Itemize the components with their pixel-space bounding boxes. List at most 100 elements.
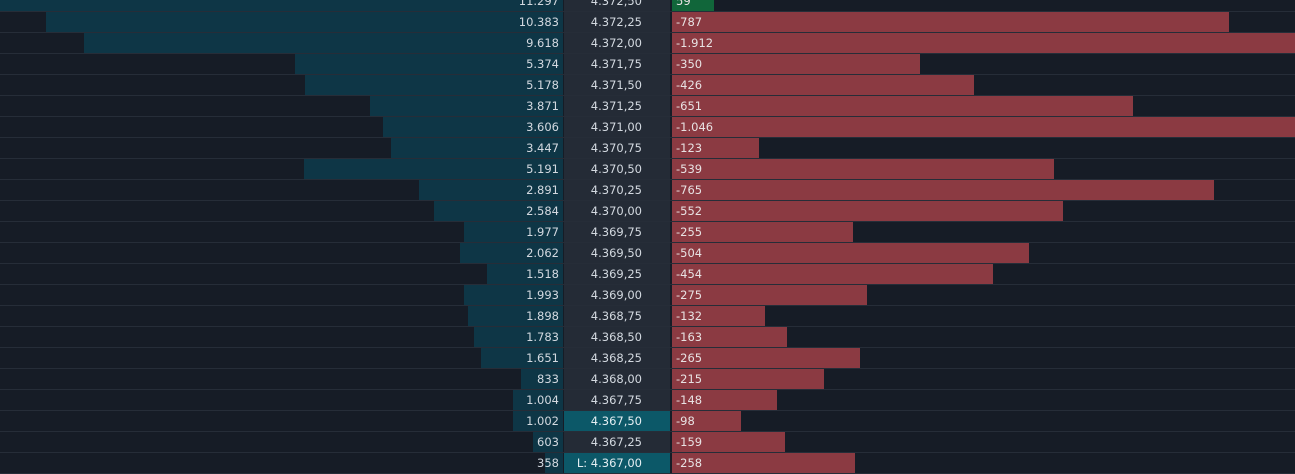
volume-cell[interactable]: 3.447 (0, 138, 563, 158)
price-cell[interactable]: 4.372,25 (564, 12, 670, 32)
volume-cell[interactable]: 1.518 (0, 264, 563, 284)
price-cell[interactable]: 4.370,25 (564, 180, 670, 200)
volume-cell[interactable]: 5.191 (0, 159, 563, 179)
price-cell[interactable]: 4.368,75 (564, 306, 670, 326)
volume-cell[interactable]: 2.062 (0, 243, 563, 263)
delta-cell[interactable]: -552 (672, 201, 1295, 221)
volume-cell[interactable]: 3.606 (0, 117, 563, 137)
ladder-row[interactable]: 603 4.367,25 -159 (0, 432, 1295, 453)
volume-cell[interactable]: 5.374 (0, 54, 563, 74)
ladder-row[interactable]: 1.651 4.368,25 -265 (0, 348, 1295, 369)
ladder-row[interactable]: 3.606 4.371,00 -1.046 (0, 117, 1295, 138)
ladder-row[interactable]: 5.374 4.371,75 -350 (0, 54, 1295, 75)
ladder-row[interactable]: 2.584 4.370,00 -552 (0, 201, 1295, 222)
delta-cell[interactable]: -454 (672, 264, 1295, 284)
delta-cell[interactable]: -350 (672, 54, 1295, 74)
volume-cell[interactable]: 1.783 (0, 327, 563, 347)
volume-cell[interactable]: 1.002 (0, 411, 563, 431)
volume-cell[interactable]: 1.651 (0, 348, 563, 368)
price-cell[interactable]: 4.367,75 (564, 390, 670, 410)
delta-cell[interactable]: -258 (672, 453, 1295, 473)
price-cell[interactable]: 4.370,50 (564, 159, 670, 179)
delta-cell[interactable]: -651 (672, 96, 1295, 116)
ladder-row[interactable]: 10.383 4.372,25 -787 (0, 12, 1295, 33)
price-cell[interactable]: 4.368,50 (564, 327, 670, 347)
price-cell-highlighted[interactable]: L: 4.367,00 (564, 453, 670, 473)
ladder-row[interactable]: 3.447 4.370,75 -123 (0, 138, 1295, 159)
delta-cell[interactable]: -1.912 (672, 33, 1295, 53)
volume-value: 1.977 (526, 225, 559, 239)
ladder-row[interactable]: 9.618 4.372,00 -1.912 (0, 33, 1295, 54)
price-cell[interactable]: 4.370,75 (564, 138, 670, 158)
volume-cell[interactable]: 1.004 (0, 390, 563, 410)
delta-cell[interactable]: 59 (672, 0, 1295, 11)
price-cell[interactable]: 4.372,50 (564, 0, 670, 11)
price-cell[interactable]: 4.372,00 (564, 33, 670, 53)
price-cell[interactable]: 4.369,50 (564, 243, 670, 263)
ladder-row[interactable]: 5.178 4.371,50 -426 (0, 75, 1295, 96)
volume-cell[interactable]: 10.383 (0, 12, 563, 32)
ladder-row[interactable]: 2.062 4.369,50 -504 (0, 243, 1295, 264)
volume-bar (545, 453, 563, 473)
price-cell[interactable]: 4.371,50 (564, 75, 670, 95)
delta-cell[interactable]: -275 (672, 285, 1295, 305)
ladder-row[interactable]: 1.898 4.368,75 -132 (0, 306, 1295, 327)
volume-cell[interactable]: 1.977 (0, 222, 563, 242)
delta-value: -163 (676, 330, 703, 344)
delta-cell[interactable]: -123 (672, 138, 1295, 158)
volume-cell[interactable]: 2.584 (0, 201, 563, 221)
volume-cell[interactable]: 358 (0, 453, 563, 473)
delta-cell[interactable]: -787 (672, 12, 1295, 32)
ladder-row[interactable]: 1.002 4.367,50 -98 (0, 411, 1295, 432)
delta-value: -265 (676, 351, 703, 365)
ladder-row[interactable]: 5.191 4.370,50 -539 (0, 159, 1295, 180)
price-cell[interactable]: 4.368,25 (564, 348, 670, 368)
delta-cell[interactable]: -539 (672, 159, 1295, 179)
price-cell[interactable]: 4.370,00 (564, 201, 670, 221)
delta-cell[interactable]: -765 (672, 180, 1295, 200)
price-cell[interactable]: 4.367,25 (564, 432, 670, 452)
delta-value: -1.912 (676, 36, 714, 50)
delta-bar (672, 243, 1029, 263)
price-cell[interactable]: 4.371,25 (564, 96, 670, 116)
ladder-row[interactable]: 3.871 4.371,25 -651 (0, 96, 1295, 117)
delta-cell[interactable]: -148 (672, 390, 1295, 410)
price-cell[interactable]: 4.368,00 (564, 369, 670, 389)
delta-cell[interactable]: -1.046 (672, 117, 1295, 137)
volume-cell[interactable]: 2.891 (0, 180, 563, 200)
price-cell[interactable]: 4.369,00 (564, 285, 670, 305)
delta-cell[interactable]: -426 (672, 75, 1295, 95)
delta-cell[interactable]: -255 (672, 222, 1295, 242)
price-cell[interactable]: 4.371,75 (564, 54, 670, 74)
volume-cell[interactable]: 833 (0, 369, 563, 389)
ladder-row[interactable]: 1.993 4.369,00 -275 (0, 285, 1295, 306)
delta-cell[interactable]: -163 (672, 327, 1295, 347)
volume-value: 1.004 (526, 393, 559, 407)
ladder-row[interactable]: 1.977 4.369,75 -255 (0, 222, 1295, 243)
volume-cell[interactable]: 1.898 (0, 306, 563, 326)
delta-bar (672, 306, 765, 326)
delta-cell[interactable]: -215 (672, 369, 1295, 389)
volume-cell[interactable]: 1.993 (0, 285, 563, 305)
delta-cell[interactable]: -265 (672, 348, 1295, 368)
delta-cell[interactable]: -504 (672, 243, 1295, 263)
delta-cell[interactable]: -132 (672, 306, 1295, 326)
volume-cell[interactable]: 11.297 (0, 0, 563, 11)
volume-cell[interactable]: 603 (0, 432, 563, 452)
price-cell[interactable]: 4.371,00 (564, 117, 670, 137)
price-cell[interactable]: 4.369,25 (564, 264, 670, 284)
ladder-row[interactable]: 11.297 4.372,50 59 (0, 0, 1295, 12)
price-cell-highlighted[interactable]: 4.367,50 (564, 411, 670, 431)
ladder-row[interactable]: 833 4.368,00 -215 (0, 369, 1295, 390)
ladder-row[interactable]: 1.004 4.367,75 -148 (0, 390, 1295, 411)
delta-cell[interactable]: -98 (672, 411, 1295, 431)
volume-cell[interactable]: 5.178 (0, 75, 563, 95)
volume-cell[interactable]: 3.871 (0, 96, 563, 116)
delta-cell[interactable]: -159 (672, 432, 1295, 452)
ladder-row[interactable]: 2.891 4.370,25 -765 (0, 180, 1295, 201)
price-cell[interactable]: 4.369,75 (564, 222, 670, 242)
ladder-row[interactable]: 1.783 4.368,50 -163 (0, 327, 1295, 348)
volume-cell[interactable]: 9.618 (0, 33, 563, 53)
volume-value: 11.297 (518, 0, 559, 8)
ladder-row[interactable]: 1.518 4.369,25 -454 (0, 264, 1295, 285)
